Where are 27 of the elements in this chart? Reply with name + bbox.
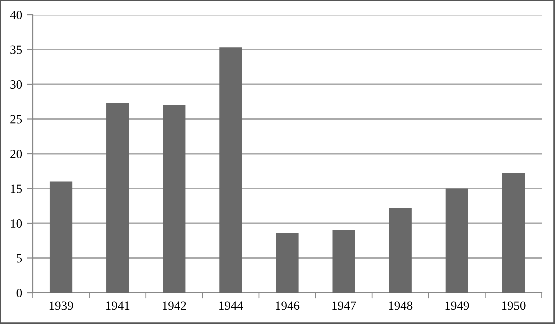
- bar: [163, 105, 186, 293]
- y-tick-label: 40: [10, 11, 22, 20]
- y-tick-label: 0: [16, 289, 22, 298]
- y-tick-label: 10: [11, 220, 22, 228]
- bar: [50, 182, 73, 293]
- y-tick-label: 15: [11, 184, 22, 194]
- x-tick-label: 1939: [50, 302, 74, 310]
- x-tick-label: 1941: [106, 302, 130, 310]
- x-tick-label: 1949: [446, 302, 470, 310]
- y-tick-label: 5: [17, 254, 22, 263]
- bar: [446, 188, 468, 293]
- bar: [220, 48, 242, 293]
- bar: [502, 173, 526, 293]
- x-tick-label: 1944: [220, 302, 244, 310]
- x-tick-label: 1942: [162, 302, 186, 310]
- y-tick-label: 30: [10, 80, 22, 89]
- y-tick-label: 25: [10, 115, 22, 124]
- y-tick-label: 20: [10, 150, 22, 158]
- y-tick-label: 35: [10, 46, 22, 54]
- x-tick-label: 1946: [276, 302, 300, 310]
- bar: [389, 208, 412, 293]
- x-tick-label: 1948: [389, 302, 413, 310]
- bar: [276, 233, 299, 293]
- x-tick-label: 1950: [502, 302, 526, 310]
- x-tick-label: 1947: [332, 302, 356, 310]
- bar: [106, 103, 130, 293]
- bar: [332, 230, 356, 293]
